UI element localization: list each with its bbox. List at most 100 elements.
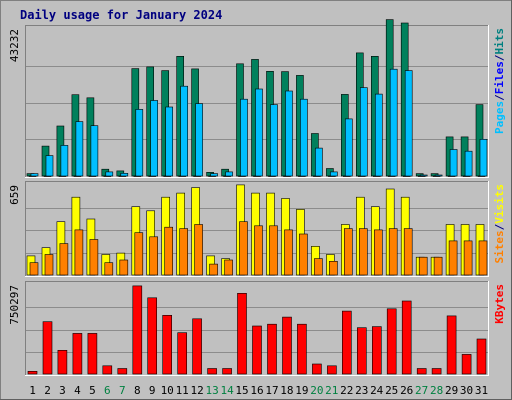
bar-kbytes-day-9	[147, 297, 157, 375]
bar-sites-day-10	[164, 226, 173, 276]
bar-kbytes-day-22	[341, 310, 352, 375]
bar-kbytes-day-3	[57, 349, 68, 375]
bar-pages-day-20	[315, 147, 323, 177]
bar-kbytes-day-4	[72, 333, 83, 375]
bar-pages-day-6	[105, 171, 114, 177]
bar-kbytes-day-24	[371, 326, 382, 375]
bar-kbytes-day-18	[282, 316, 292, 375]
bar-pages-day-26	[404, 70, 413, 177]
x-tick-label: 15	[235, 384, 248, 397]
bar-pages-day-4	[75, 121, 84, 177]
bar-pages-day-23	[359, 87, 368, 177]
bar-pages-day-12	[195, 103, 203, 177]
x-tick-label: 9	[149, 384, 156, 397]
bar-kbytes-day-31	[476, 338, 487, 375]
x-tick-label: 6	[104, 384, 111, 397]
bar-sites-day-11	[179, 228, 188, 276]
legend-hits: Pages/Files/Hits	[493, 28, 506, 134]
x-tick-label: 5	[89, 384, 96, 397]
bar-pages-day-11	[180, 85, 188, 177]
bar-pages-day-7	[120, 173, 129, 177]
bar-kbytes-day-11	[177, 332, 187, 375]
bar-sites-day-9	[149, 236, 158, 276]
bar-pages-day-15	[240, 98, 248, 177]
x-tick-label: 7	[119, 384, 126, 397]
bar-kbytes-day-30	[461, 354, 472, 375]
x-axis-labels: 1 2 3 4 5 6 7 8 9 10 11 12 13 14 15 16 17 18 19 20 21 22 23 24 2…	[29, 384, 488, 397]
bar-sites-day-27	[418, 256, 428, 276]
x-tick-label: 14	[220, 384, 234, 397]
bar-sites-day-22	[343, 228, 353, 276]
x-tick-label: 3	[59, 384, 66, 397]
bar-sites-day-8	[134, 232, 144, 276]
y-max-label-kbytes: 750297	[8, 285, 21, 325]
bar-pages-day-16	[255, 88, 263, 177]
bar-kbytes-day-16	[252, 325, 262, 375]
bar-kbytes-day-17	[267, 323, 277, 375]
bar-sites-day-26	[403, 228, 413, 276]
bar-sites-day-21	[329, 260, 338, 276]
bar-pages-day-31	[479, 139, 488, 177]
x-tick-label: 19	[295, 384, 308, 397]
bar-sites-day-1	[29, 262, 39, 276]
bar-sites-day-17	[269, 225, 278, 276]
bar-pages-day-19	[300, 98, 308, 177]
x-tick-label: 30	[460, 384, 473, 397]
bar-sites-day-24	[373, 229, 383, 276]
x-tick-label: 28	[430, 384, 443, 397]
x-tick-label: 29	[445, 384, 458, 397]
bar-pages-day-14	[225, 171, 233, 177]
bar-sites-day-18	[284, 229, 293, 276]
x-tick-label: 22	[340, 384, 353, 397]
legend-entry: Visits	[493, 184, 506, 224]
bar-kbytes-day-26	[401, 300, 412, 375]
bar-kbytes-day-6	[102, 365, 113, 375]
bar-pages-day-21	[330, 171, 338, 177]
chart-title: Daily usage for January 2024	[20, 8, 222, 22]
bar-kbytes-day-25	[386, 308, 397, 375]
bar-kbytes-day-8	[132, 285, 143, 375]
bar-pages-day-17	[270, 104, 278, 177]
legend-entry: /	[493, 54, 506, 61]
bar-sites-day-6	[104, 262, 114, 276]
bar-sites-day-19	[299, 233, 308, 276]
panel-hits: 43232 Pages/Files/Hits	[8, 19, 506, 178]
legend-entry: /	[493, 223, 506, 230]
bar-sites-day-23	[358, 228, 368, 276]
bar-kbytes-day-19	[297, 323, 307, 375]
bar-kbytes-day-23	[356, 327, 367, 375]
x-tick-label: 26	[400, 384, 413, 397]
x-tick-label: 1	[29, 384, 36, 397]
bar-sites-day-7	[119, 259, 129, 276]
bar-sites-day-16	[254, 225, 263, 276]
y-max-label-hits: 43232	[8, 29, 21, 62]
bar-kbytes-day-27	[416, 368, 427, 375]
x-tick-label: 20	[310, 384, 323, 397]
legend-entry: /	[493, 94, 506, 101]
bar-kbytes-day-29	[446, 315, 457, 375]
x-tick-label: 10	[161, 384, 174, 397]
legend-kbytes: KBytes	[493, 284, 506, 324]
bar-pages-day-2	[45, 155, 54, 177]
x-tick-label: 2	[44, 384, 51, 397]
bar-sites-day-4	[74, 229, 84, 276]
bar-sites-day-12	[194, 224, 203, 276]
x-tick-label: 18	[280, 384, 293, 397]
bar-kbytes-day-28	[431, 368, 442, 375]
bar-pages-day-29	[449, 149, 458, 177]
bar-sites-day-14	[224, 259, 233, 276]
bar-pages-day-24	[374, 93, 383, 177]
bar-kbytes-day-1	[27, 370, 38, 375]
bar-pages-day-25	[389, 68, 398, 177]
bar-kbytes-day-12	[192, 318, 202, 375]
bar-sites-day-25	[388, 228, 398, 276]
x-tick-label: 24	[370, 384, 384, 397]
bar-sites-day-28	[433, 256, 443, 276]
x-tick-label: 13	[205, 384, 218, 397]
x-tick-label: 11	[176, 384, 189, 397]
bar-sites-day-5	[89, 239, 99, 276]
legend-entry: Hits	[493, 28, 506, 55]
x-tick-label: 8	[134, 384, 141, 397]
x-tick-label: 25	[385, 384, 398, 397]
